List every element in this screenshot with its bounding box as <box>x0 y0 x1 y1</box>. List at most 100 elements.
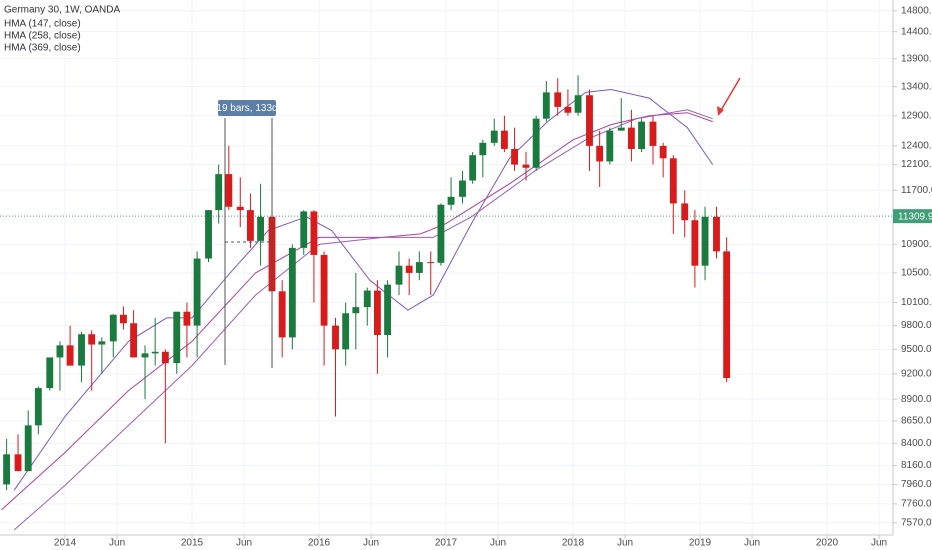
candle-body <box>395 265 403 285</box>
y-tick-label: 14800.0 <box>901 5 932 16</box>
x-tick-label: Jun <box>109 538 125 549</box>
candle-body <box>246 210 254 241</box>
x-tick-label: Jun <box>363 538 379 549</box>
candle-body <box>437 204 445 263</box>
candle-body <box>574 95 582 113</box>
candle-body <box>479 142 487 156</box>
y-tick-label: 13400.0 <box>901 81 932 92</box>
candle-body <box>691 220 699 266</box>
y-tick-label: 12400.0 <box>901 141 932 152</box>
y-tick-label: 9200.0 <box>901 369 932 380</box>
legend: HMA (147, close)HMA (258, close)HMA (369… <box>4 19 81 54</box>
candle-body <box>109 314 117 342</box>
y-tick-label: 8900.0 <box>901 394 932 405</box>
y-tick-label: 10500.0 <box>901 268 932 279</box>
candle-body <box>363 290 371 308</box>
y-tick-label: 7760.0 <box>901 499 932 510</box>
y-tick-label: 8650.0 <box>901 416 932 427</box>
y-tick-label: 13900.0 <box>901 53 932 64</box>
candle-body <box>332 325 339 350</box>
candle-body <box>522 164 530 168</box>
y-tick-label: 7960.0 <box>901 479 932 490</box>
candle-body <box>606 130 614 162</box>
x-tick-label: 2015 <box>181 538 204 549</box>
legend-title: Germany 30, 1W, OANDA <box>4 5 120 16</box>
axes: 14800.0 14400.0 13900.0 13400.0 12900.0 12400… <box>54 5 932 549</box>
candle-body <box>596 145 604 162</box>
last-price-label: 11309.9 <box>898 211 932 222</box>
last-price-box <box>893 209 932 224</box>
candle-body <box>459 180 466 197</box>
hma-line <box>13 109 713 531</box>
candle-body <box>659 145 667 159</box>
annotation-box <box>218 100 276 116</box>
x-tick-label: Jun <box>744 538 760 549</box>
candle-body <box>713 216 720 252</box>
candle-body <box>141 353 149 358</box>
candle-body <box>669 158 677 204</box>
candle-body <box>310 211 318 255</box>
candle-body <box>342 313 350 350</box>
candle-body <box>469 155 477 181</box>
candle-body <box>701 216 709 266</box>
candle-body <box>723 251 731 379</box>
candle-body <box>120 314 127 324</box>
candle-body <box>130 323 138 358</box>
candle-body <box>352 307 360 314</box>
candle-body <box>257 216 265 241</box>
candle-body <box>384 284 392 336</box>
candle-body <box>542 92 550 119</box>
x-tick-label: 2016 <box>308 538 331 549</box>
candle-body <box>205 210 212 259</box>
arrow <box>719 77 741 113</box>
candle-body <box>638 121 645 149</box>
candle-body <box>3 454 11 485</box>
x-tick-label: Jun <box>490 538 506 549</box>
candle-body <box>66 345 74 366</box>
candle-body <box>236 206 244 211</box>
candle-body <box>24 425 32 472</box>
y-tick-label: 8400.0 <box>901 438 932 449</box>
legend-entry: HMA (258, close) <box>4 31 81 42</box>
candle-body <box>681 203 689 221</box>
candles <box>3 75 731 491</box>
candle-body <box>98 341 106 345</box>
candle-body <box>554 92 562 107</box>
y-tick-label: 12900.0 <box>901 110 932 121</box>
candle-body <box>447 196 455 205</box>
candle-body <box>500 130 508 149</box>
candle-body <box>649 121 657 146</box>
candle-body <box>427 262 435 264</box>
grid <box>0 0 893 535</box>
candle-body <box>78 334 85 366</box>
x-tick-label: 2020 <box>816 538 839 549</box>
candle-body <box>405 265 413 273</box>
x-tick-label: Jun <box>871 538 887 549</box>
candle-body <box>14 454 22 472</box>
candle-body <box>300 211 308 248</box>
legend-entry: HMA (369, close) <box>4 43 81 54</box>
candle-body <box>490 130 498 143</box>
annotation: 19 bars, 133d <box>216 103 277 114</box>
candle-body <box>193 258 201 326</box>
y-tick-label: 9500.0 <box>901 344 932 355</box>
y-tick-label: 10900.0 <box>901 239 932 250</box>
candle-body <box>617 127 625 131</box>
y-tick-label: 12100.0 <box>901 159 932 170</box>
candle-body <box>511 148 518 165</box>
candle-body <box>564 106 572 113</box>
legend-entry: HMA (147, close) <box>4 19 81 30</box>
y-tick-label: 11700.0 <box>901 185 932 196</box>
candle-body <box>415 262 423 273</box>
candle-body <box>88 334 96 345</box>
x-tick-label: Jun <box>236 538 252 549</box>
y-tick-label: 7570.0 <box>901 517 932 528</box>
x-tick-label: 2014 <box>54 538 77 549</box>
x-tick-label: 2017 <box>435 538 458 549</box>
candle-body <box>46 357 54 389</box>
x-tick-label: 2019 <box>689 538 712 549</box>
candle-body <box>225 174 233 207</box>
candle-body <box>34 388 42 426</box>
candle-body <box>320 254 328 326</box>
